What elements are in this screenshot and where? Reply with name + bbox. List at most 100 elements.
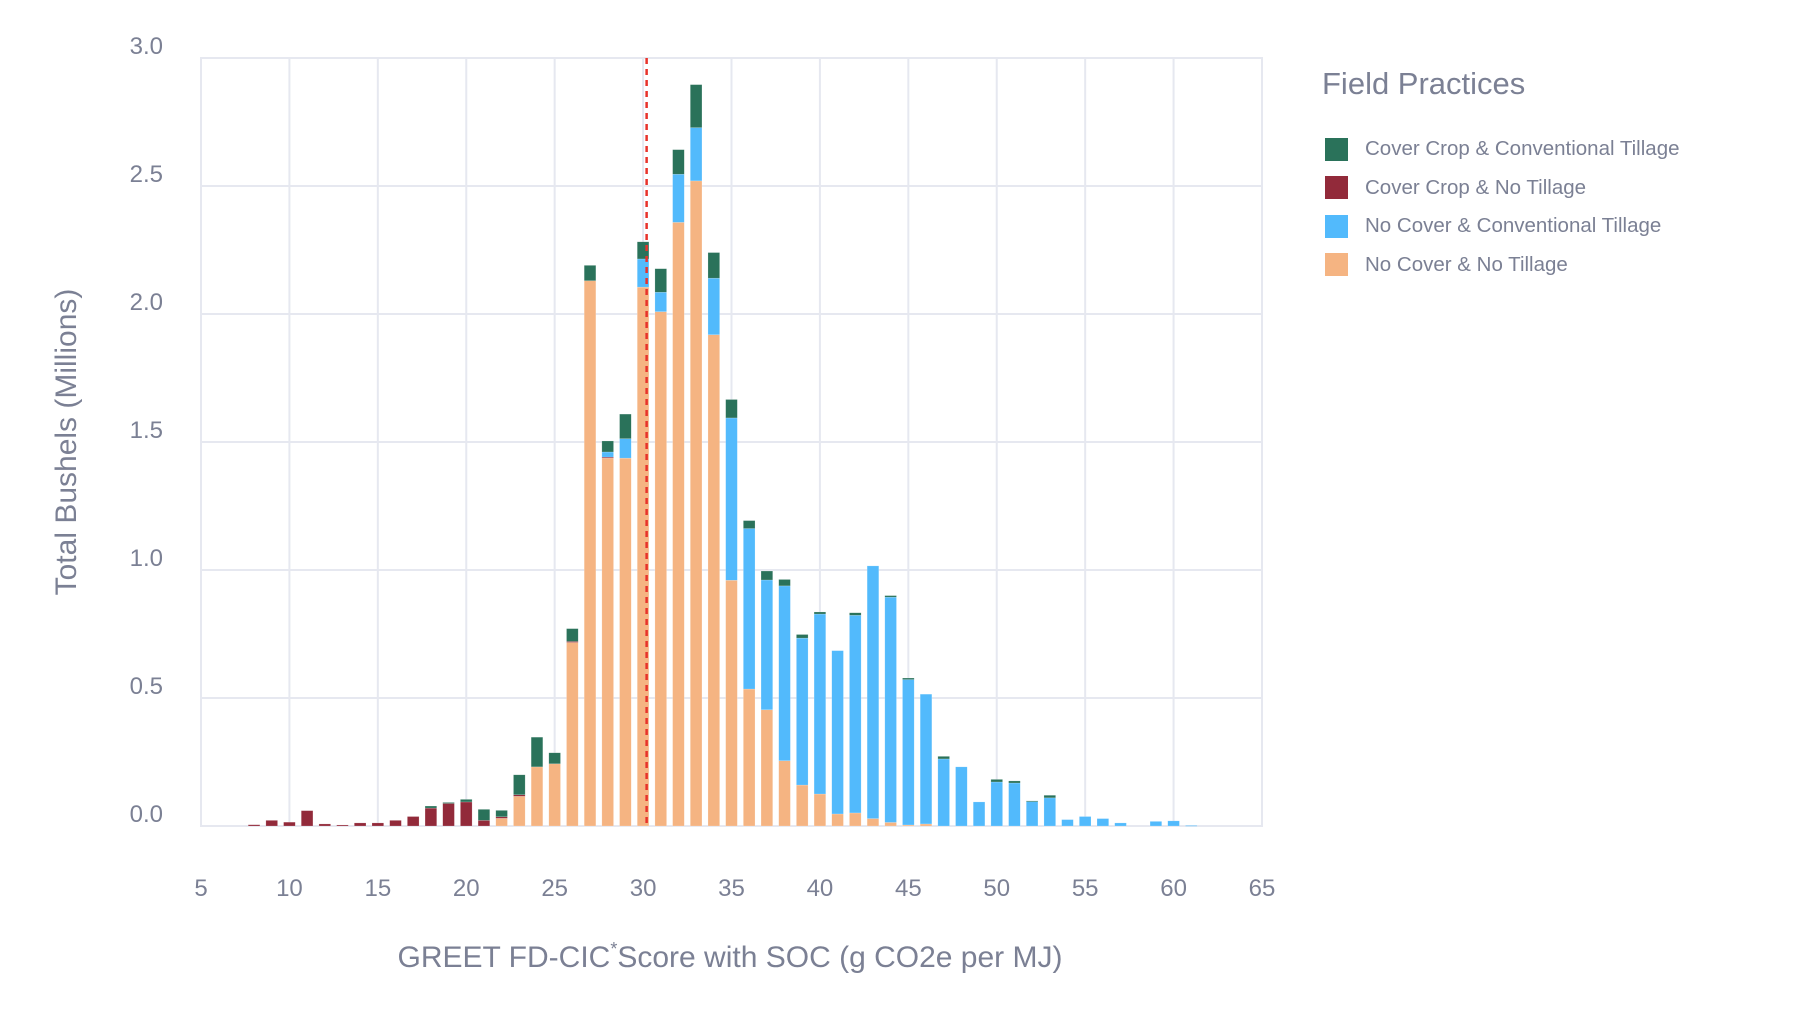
bar-segment: [442, 802, 455, 804]
bar-segment: [513, 774, 526, 796]
bar-segment: [690, 84, 703, 128]
bar-segment: [743, 528, 756, 690]
legend-label: No Cover & No Tillage: [1365, 252, 1568, 276]
tick-labels: 5 10 15 20 25 30 35 40 45 50 55 60 65 0.0 0.5 1.0 1.5 2.0…: [130, 33, 1276, 902]
bar-segment: [548, 752, 561, 765]
legend-item[interactable]: No Cover & Conventional Tillage: [1322, 207, 1680, 246]
y-tick-label: 3.0: [130, 33, 163, 60]
bar-segment: [583, 265, 597, 281]
bar-segment: [566, 628, 579, 642]
bar-segment: [831, 813, 844, 827]
legend-item[interactable]: Cover Crop & No Tillage: [1322, 169, 1680, 208]
bar-segment: [813, 613, 827, 795]
bar-segment: [1043, 797, 1056, 827]
bar-segment: [972, 801, 986, 827]
bar-segment: [1114, 822, 1127, 827]
bar-segment: [884, 822, 897, 827]
bar-segment: [778, 579, 791, 587]
bar-segment: [866, 818, 880, 827]
legend-title: Field Practices: [1322, 66, 1526, 101]
bar-segment: [1026, 800, 1039, 802]
bar-segment: [265, 820, 278, 827]
bar-segment: [460, 801, 473, 827]
bar-segment: [884, 595, 897, 598]
bar-segment: [813, 793, 827, 827]
bar-segment: [495, 810, 508, 818]
bar-segment: [477, 820, 491, 827]
legend-label: Cover Crop & No Tillage: [1365, 175, 1587, 199]
bar-segment: [336, 824, 349, 827]
bar-segment: [1149, 821, 1162, 827]
y-tick-label: 1.5: [130, 417, 163, 444]
bar-segment: [1079, 816, 1092, 827]
y-tick-label: 0.5: [130, 673, 163, 700]
bar-segment: [566, 642, 579, 827]
legend-item[interactable]: No Cover & No Tillage: [1322, 246, 1680, 285]
bar-segment: [813, 611, 827, 615]
bar-segment: [654, 268, 667, 293]
x-tick-label: 65: [1249, 875, 1276, 902]
bar-segment: [424, 805, 437, 809]
x-tick-label: 20: [453, 875, 480, 902]
x-tick-label: 60: [1160, 875, 1187, 902]
bar-segment: [707, 277, 720, 335]
bar-segment: [796, 784, 809, 827]
bar-segment: [849, 612, 862, 616]
bar-segment: [619, 438, 632, 459]
x-tick-label: 50: [983, 875, 1010, 902]
y-tick-label: 0.0: [130, 801, 163, 828]
bar-segment: [301, 810, 314, 827]
bar-segment: [990, 779, 1003, 783]
bar-segment: [919, 693, 933, 825]
bar-segment: [919, 823, 933, 827]
bar-segment: [707, 252, 720, 279]
bar-segment: [318, 823, 331, 827]
bar-segment: [743, 520, 756, 529]
x-tick-label: 5: [194, 875, 207, 902]
bar-segment: [513, 796, 526, 827]
bar-segment: [1043, 795, 1056, 799]
legend-swatch: [1325, 214, 1348, 238]
bar-segment: [1026, 801, 1039, 827]
legend-item[interactable]: Cover Crop & Conventional Tillage: [1322, 130, 1680, 169]
bar-segment: [672, 149, 685, 175]
bar-segment: [583, 280, 597, 827]
bar-segment: [672, 173, 685, 223]
bar-segment: [990, 781, 1003, 827]
bar-segment: [247, 824, 261, 827]
legend-swatch: [1325, 176, 1348, 200]
bar-segment: [707, 334, 720, 827]
bar-segment: [442, 803, 455, 827]
bar-segment: [831, 650, 844, 815]
bar-segment: [1167, 820, 1180, 827]
bar-segment: [424, 807, 437, 827]
bar-segment: [1008, 780, 1021, 784]
bar-segment: [690, 180, 703, 827]
x-axis-title: GREET FD-CIC*Score with SOC (g CO2e per …: [398, 939, 1063, 974]
legend-swatch: [1325, 137, 1348, 161]
bar-segment: [725, 417, 738, 581]
bar-segment: [354, 822, 367, 827]
bar-segment: [937, 758, 950, 827]
bar-segment: [619, 413, 632, 439]
bar-segment: [849, 615, 862, 814]
bar-segment: [619, 457, 632, 827]
x-tick-label: 25: [541, 875, 568, 902]
bar-segment: [743, 688, 756, 827]
bar-segment: [672, 222, 685, 827]
bar-segment: [725, 579, 738, 827]
bar-segment: [407, 816, 420, 827]
bar-segment: [884, 596, 897, 823]
x-tick-label: 40: [807, 875, 834, 902]
x-tick-label: 15: [364, 875, 391, 902]
bar-segment: [1096, 818, 1109, 827]
bar-segment: [760, 709, 773, 827]
bar-segment: [548, 763, 561, 827]
bar-segment: [760, 570, 773, 581]
legend-swatch: [1325, 253, 1348, 277]
y-tick-label: 2.0: [130, 289, 163, 316]
bar-segment: [690, 127, 703, 182]
bar-segment: [1061, 819, 1074, 827]
bar-segment: [636, 241, 650, 260]
